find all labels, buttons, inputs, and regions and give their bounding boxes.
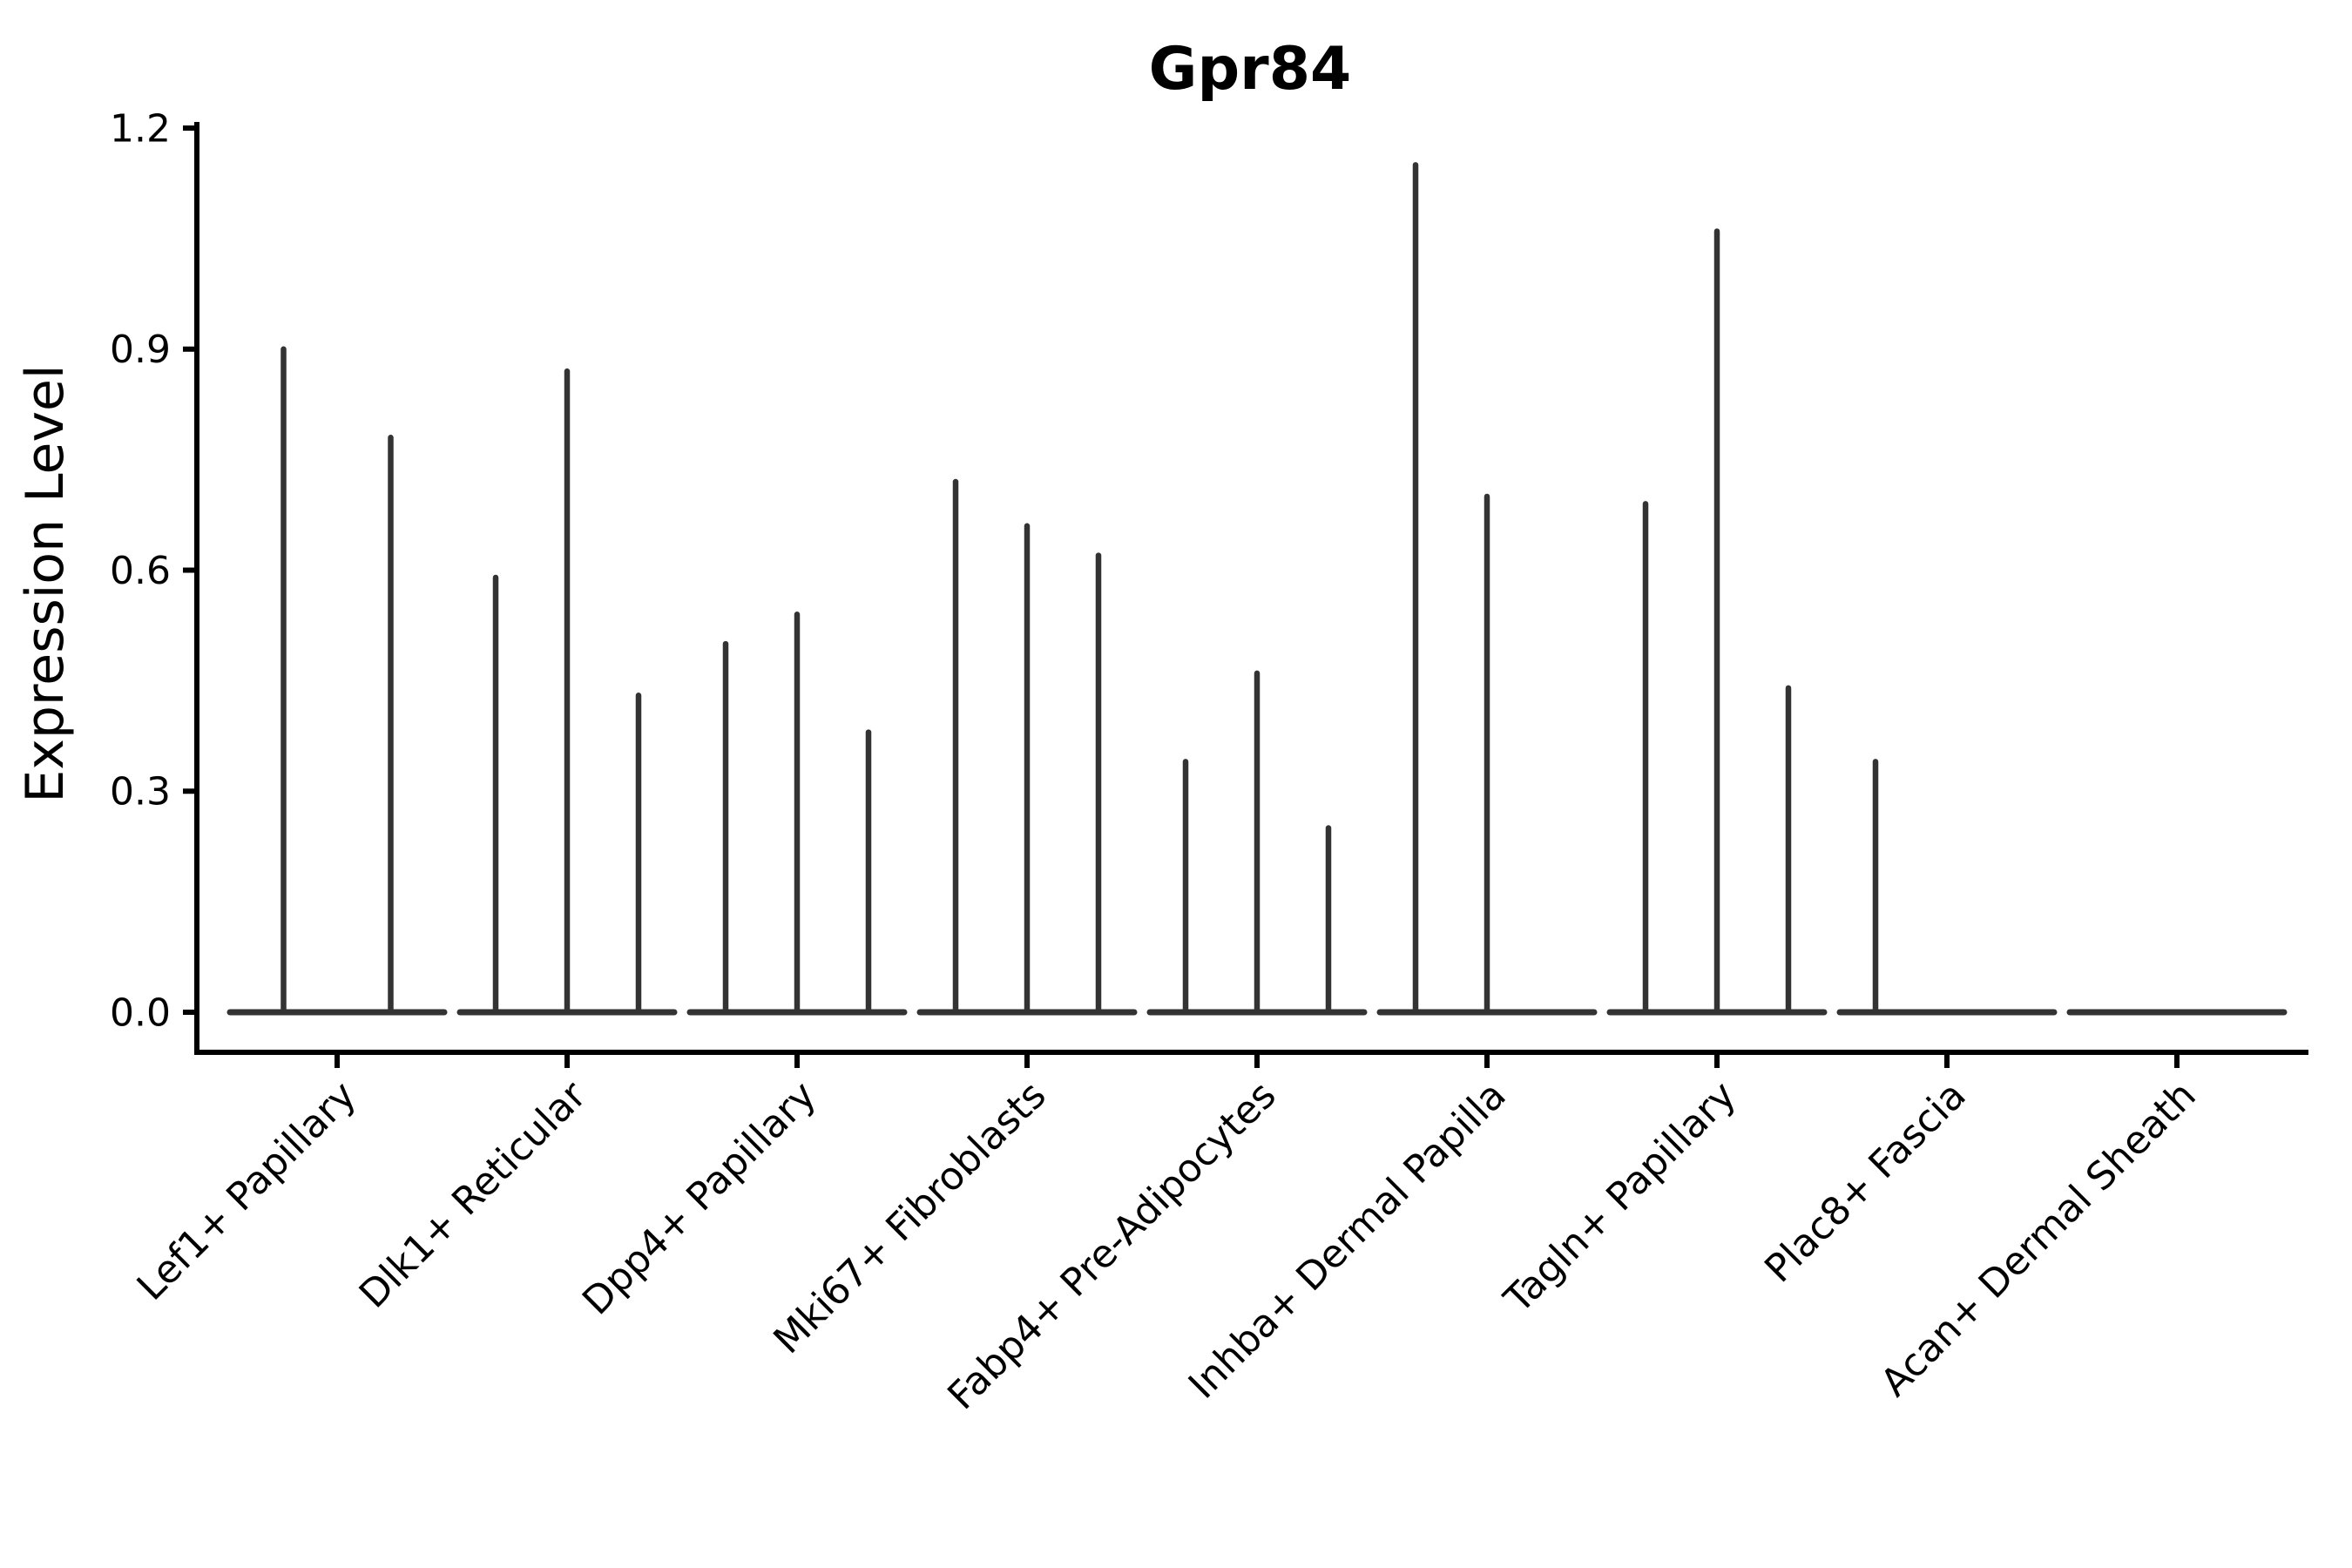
y-tick-label: 0.3 <box>110 770 171 814</box>
violin-group <box>226 346 448 1016</box>
y-axis-label: Expression Level <box>15 364 76 802</box>
violin-group <box>686 612 908 1016</box>
violin-group <box>1376 162 1598 1016</box>
y-tick-label: 0.6 <box>110 549 171 593</box>
axis-spines <box>194 122 2308 1055</box>
y-tick-label: 0.9 <box>110 328 171 372</box>
violin-group <box>456 368 678 1016</box>
y-tick-label: 1.2 <box>110 106 171 151</box>
y-tick-label: 0.0 <box>110 990 171 1035</box>
plot-title: Gpr84 <box>1149 35 1352 104</box>
axes <box>183 122 2308 1068</box>
violin-group <box>916 478 1138 1016</box>
violin-group <box>1146 670 1368 1016</box>
violins-layer <box>226 162 2288 1016</box>
violin-group <box>1606 228 1828 1016</box>
violin-group <box>1836 759 2058 1016</box>
